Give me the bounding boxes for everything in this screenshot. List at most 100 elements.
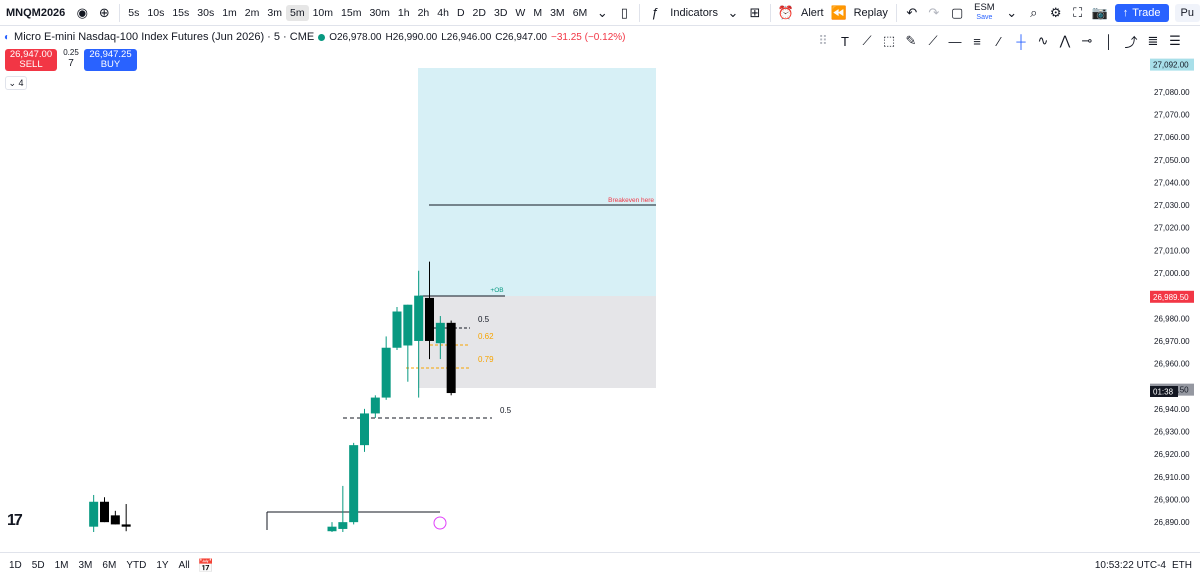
- legend-title[interactable]: Micro E-mini Nasdaq-100 Index Futures (J…: [14, 31, 315, 43]
- ray-tool-icon[interactable]: ⟋: [928, 33, 938, 48]
- chevron-down-icon[interactable]: ⌄: [727, 4, 739, 20]
- brush-tool-icon[interactable]: ✎: [905, 33, 917, 48]
- fib-retracement-icon[interactable]: ≣: [1147, 33, 1159, 48]
- fib-extension-icon[interactable]: ☰: [1169, 33, 1181, 48]
- interval-2h[interactable]: 2h: [417, 6, 430, 19]
- interval-2D[interactable]: 2D: [472, 6, 486, 19]
- divider: [119, 3, 121, 22]
- interval-W[interactable]: W: [515, 6, 526, 19]
- sell-price: 26,947.00: [9, 49, 53, 60]
- layout-icon[interactable]: ▢: [950, 4, 964, 20]
- range-All[interactable]: All: [178, 560, 190, 571]
- xabcd-tool-icon[interactable]: ⋀: [1059, 33, 1071, 48]
- redo-icon[interactable]: ↷: [928, 4, 940, 20]
- symbol-search[interactable]: MNQM2026: [6, 6, 66, 19]
- interval-10s[interactable]: 10s: [147, 6, 165, 19]
- interval-30s[interactable]: 30s: [197, 6, 215, 19]
- interval-3D[interactable]: 3D: [493, 6, 508, 19]
- trend-line-icon[interactable]: ∕: [997, 33, 1001, 49]
- order-spread: 0.25 7: [59, 47, 83, 69]
- interval-1h[interactable]: 1h: [397, 6, 410, 19]
- candle-body: [381, 347, 391, 398]
- interval-4h[interactable]: 4h: [437, 6, 449, 19]
- pattern-tool-icon[interactable]: ∿: [1037, 33, 1049, 48]
- interval-5m[interactable]: 5m: [285, 4, 309, 21]
- legend-high: H26,990.00: [385, 31, 438, 43]
- templates-icon[interactable]: ⊞: [749, 4, 761, 20]
- candle-body: [360, 413, 369, 446]
- text-tool-icon[interactable]: T: [841, 33, 849, 49]
- date-range-icon[interactable]: 📅: [197, 557, 214, 573]
- curve-tool-icon[interactable]: ⤴: [1124, 34, 1138, 50]
- camera-icon[interactable]: 📷: [1091, 4, 1108, 20]
- price-axis-label: 26,960.00: [1154, 360, 1190, 369]
- buy-button[interactable]: 26,947.25 BUY: [84, 49, 137, 71]
- vertical-line-icon[interactable]: │: [1104, 33, 1114, 49]
- interval-15m[interactable]: 15m: [341, 6, 362, 19]
- price-axis-label: 26,890.00: [1154, 518, 1190, 527]
- interval-6M[interactable]: 6M: [572, 6, 588, 19]
- range-1M[interactable]: 1M: [54, 560, 69, 571]
- fib-level-label: 0.5: [500, 406, 512, 415]
- price-chart[interactable]: Breakeven here +OB 0.5 0.62 0.79 0.5 27,092.00…: [0, 54, 1200, 532]
- interval-5s[interactable]: 5s: [128, 6, 140, 19]
- drag-handle-icon[interactable]: ⠿: [818, 33, 828, 48]
- tradingview-logo: 17: [7, 512, 23, 529]
- bottom-status: 10:53:22 UTC-4 ETH: [1095, 560, 1200, 571]
- crosshair-icon[interactable]: ┼: [1016, 33, 1026, 49]
- range-list: 1D 5D 1M 3M 6M YTD 1Y All: [0, 560, 195, 571]
- price-axis-label: 27,040.00: [1154, 178, 1190, 187]
- target-price-tag-bg: [1150, 58, 1194, 71]
- clock[interactable]: 10:53:22 UTC-4: [1094, 560, 1166, 571]
- parallel-channel-icon[interactable]: ≡: [973, 33, 981, 49]
- publish-button[interactable]: Pu: [1174, 3, 1200, 22]
- alert-button[interactable]: Alert: [800, 6, 824, 19]
- replay-button[interactable]: Replay: [853, 6, 888, 19]
- range-YTD[interactable]: YTD: [126, 560, 147, 571]
- candle-body: [446, 322, 456, 394]
- order-quantity[interactable]: 7: [68, 58, 74, 69]
- trade-button[interactable]: ↑ Trade: [1114, 3, 1169, 22]
- interval-1m[interactable]: 1m: [222, 6, 237, 19]
- range-6M[interactable]: 6M: [102, 560, 117, 571]
- interval-15s[interactable]: 15s: [172, 6, 190, 19]
- interval-30m[interactable]: 30m: [369, 6, 390, 19]
- trade-icon: ↑: [1122, 6, 1129, 19]
- interval-3m[interactable]: 3m: [267, 6, 282, 19]
- interval-10m[interactable]: 10m: [312, 6, 334, 19]
- replay-icon: ⏪: [830, 4, 847, 20]
- chevron-down-icon[interactable]: ⌄: [596, 4, 608, 20]
- path-tool-icon[interactable]: ⟋: [862, 33, 872, 48]
- undo-icon[interactable]: ↶: [906, 4, 918, 20]
- indicator-toggle[interactable]: ⌄ 4: [5, 76, 27, 90]
- horizontal-line-icon[interactable]: —: [948, 33, 962, 49]
- drawing-toolbar: ⠿ T ⟋ ⬚ ✎ ⟋ — ≡ ∕ ┼ ∿ ⋀ ⊸ │ ⤴ ≣ ☰: [812, 28, 1200, 54]
- range-1D[interactable]: 1D: [9, 560, 22, 571]
- candle-type-icon[interactable]: ▯: [620, 4, 628, 20]
- add-symbol-icon[interactable]: ⊕: [98, 4, 110, 20]
- indicators-button[interactable]: Indicators: [670, 6, 718, 19]
- settings-icon[interactable]: ⚙: [1049, 4, 1062, 20]
- price-axis-label: 27,050.00: [1154, 156, 1190, 165]
- fullscreen-icon[interactable]: ⛶: [1073, 4, 1083, 20]
- rectangle-tool-icon[interactable]: ⬚: [882, 33, 896, 48]
- candle-body: [403, 304, 413, 346]
- chevron-down-icon[interactable]: ⌄: [1006, 4, 1018, 20]
- search-icon[interactable]: ⌕: [1030, 4, 1038, 20]
- session[interactable]: ETH: [1172, 560, 1192, 571]
- interval-3M[interactable]: 3M: [550, 6, 565, 19]
- sell-button[interactable]: 26,947.00 SELL: [5, 49, 57, 71]
- range-3M[interactable]: 3M: [78, 560, 93, 571]
- eye-icon[interactable]: ◉: [76, 4, 88, 20]
- candle-body: [425, 297, 434, 341]
- price-axis-label: 27,000.00: [1154, 269, 1190, 278]
- price-axis-label: 26,980.00: [1154, 314, 1190, 323]
- interval-M[interactable]: M: [533, 6, 543, 19]
- sell-label: SELL: [19, 59, 43, 70]
- range-5D[interactable]: 5D: [31, 560, 45, 571]
- range-1Y[interactable]: 1Y: [156, 560, 169, 571]
- layout-name[interactable]: ESM Save: [968, 2, 1001, 23]
- horizontal-ray-icon[interactable]: ⊸: [1081, 33, 1093, 48]
- interval-2m[interactable]: 2m: [244, 6, 260, 19]
- interval-D[interactable]: D: [456, 6, 465, 19]
